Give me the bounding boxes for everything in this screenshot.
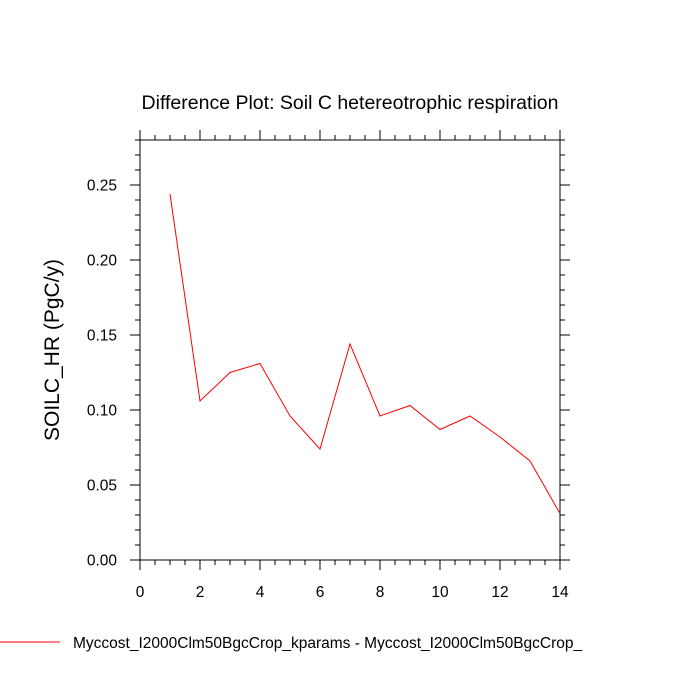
x-tick-label: 8 <box>376 584 385 601</box>
y-tick-label: 0.05 <box>87 478 117 495</box>
y-tick-label: 0.15 <box>87 328 117 345</box>
axis-ticks <box>130 130 570 570</box>
chart-title: Difference Plot: Soil C hetereotrophic r… <box>142 92 559 114</box>
y-tick-label: 0.10 <box>87 403 118 420</box>
y-tick-label: 0.25 <box>87 178 117 195</box>
y-axis-label: SOILC_HR (PgC/y) <box>41 259 64 441</box>
axis-tick-labels: 0 2 4 6 8 10 12 14 0.00 0.05 0.10 0.15 0.20 0.25 <box>87 178 569 602</box>
x-tick-label: 14 <box>551 584 569 601</box>
x-tick-label: 10 <box>431 584 449 601</box>
x-tick-label: 6 <box>316 584 325 601</box>
x-tick-label: 0 <box>136 584 145 601</box>
y-tick-label: 0.00 <box>87 553 118 570</box>
plot-frame <box>139 139 561 561</box>
legend-label: Myccost_I2000Clm50BgcCrop_kparams - Mycc… <box>73 635 583 652</box>
legend: Myccost_I2000Clm50BgcCrop_kparams - Mycc… <box>0 635 583 652</box>
series-line <box>169 193 561 514</box>
y-tick-label: 0.20 <box>87 253 118 270</box>
series-layer <box>169 193 561 514</box>
x-tick-label: 2 <box>196 584 205 601</box>
x-tick-label: 12 <box>491 584 508 601</box>
x-tick-label: 4 <box>256 584 265 601</box>
